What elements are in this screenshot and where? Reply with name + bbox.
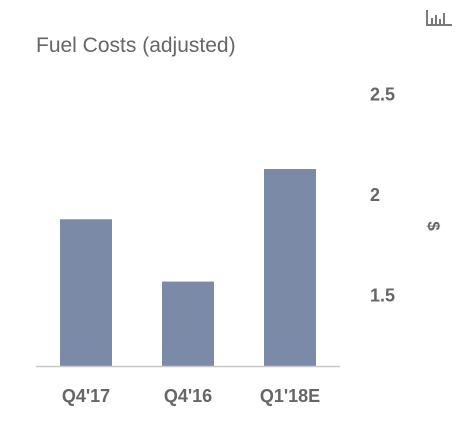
x-tick-label: Q4'16 xyxy=(164,386,212,406)
bar-chart-icon[interactable] xyxy=(424,6,454,28)
y-axis-label: $ xyxy=(424,221,443,231)
x-tick-labels: Q4'17 Q4'16 Q1'18E xyxy=(62,386,320,406)
x-tick-label: Q1'18E xyxy=(260,386,320,406)
bar-Q4'17[interactable] xyxy=(60,219,112,366)
chart-title: Fuel Costs (adjusted) xyxy=(36,34,236,57)
y-tick-labels: 1.5 2 2.5 xyxy=(370,85,395,306)
y-tick-label: 1.5 xyxy=(370,286,395,306)
y-tick-label: 2 xyxy=(370,185,380,205)
bar-Q4'16[interactable] xyxy=(162,281,214,366)
bars-group xyxy=(60,169,316,366)
x-tick-label: Q4'17 xyxy=(62,386,110,406)
bar-Q1'18E[interactable] xyxy=(264,169,316,366)
y-tick-label: 2.5 xyxy=(370,85,395,105)
